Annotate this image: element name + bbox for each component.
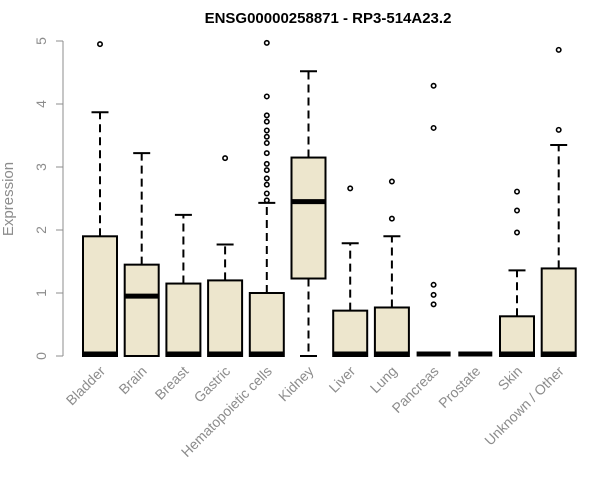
box-group: [499, 188, 535, 357]
box-group: [82, 41, 118, 357]
y-axis-label: Expression: [0, 162, 17, 236]
box: [165, 282, 202, 357]
outlier-point: [263, 175, 270, 182]
y-tick-label: 0: [33, 352, 49, 360]
outlier-point: [222, 155, 229, 162]
outlier-point: [430, 281, 437, 288]
outlier-point: [388, 215, 395, 222]
box-group: [332, 185, 369, 358]
outlier-point: [263, 93, 270, 100]
y-tick-label: 4: [33, 100, 49, 108]
outlier-point: [97, 41, 104, 48]
y-tick-label: 3: [33, 163, 49, 171]
outlier-point: [430, 124, 437, 131]
box: [499, 315, 535, 357]
box-group: [165, 213, 202, 357]
box: [332, 309, 369, 358]
y-tick-label: 5: [33, 37, 49, 45]
box: [540, 267, 577, 357]
outlier-point: [263, 39, 270, 46]
x-tick-label: Skin: [495, 363, 526, 394]
box: [290, 156, 327, 280]
outlier-point: [513, 188, 520, 195]
x-tick-label: Liver: [326, 363, 359, 396]
outlier-point: [430, 82, 437, 89]
x-tick-label: Brain: [115, 363, 149, 397]
outlier-point: [513, 229, 520, 236]
x-tick-label: Unknown / Other: [481, 363, 567, 449]
outlier-point: [430, 301, 437, 308]
box-group: [540, 46, 577, 357]
x-tick-label: Bladder: [63, 363, 109, 409]
outlier-point: [430, 291, 437, 298]
chart-title: ENSG00000258871 - RP3-514A23.2: [205, 10, 452, 27]
outlier-point: [263, 112, 270, 119]
box-series: [82, 39, 577, 358]
outlier-point: [263, 190, 270, 197]
x-tick-label: Breast: [152, 363, 192, 403]
y-tick-label: 2: [33, 226, 49, 234]
x-tick-label: Prostate: [435, 363, 483, 411]
outlier-point: [263, 160, 270, 167]
outlier-point: [263, 197, 270, 204]
box: [373, 306, 410, 357]
box: [207, 279, 244, 357]
x-tick-label: Lung: [367, 363, 400, 396]
outlier-point: [263, 181, 270, 188]
box-group: [373, 178, 410, 357]
outlier-point: [388, 178, 395, 185]
y-axis-ticks: 0 1 2 3 4 5: [33, 37, 63, 360]
outlier-point: [263, 167, 270, 174]
y-tick-label: 1: [33, 289, 49, 297]
box-group: [207, 155, 244, 357]
outlier-point: [263, 133, 270, 140]
outlier-point: [555, 126, 562, 133]
outlier-point: [347, 185, 354, 192]
box: [82, 235, 118, 357]
outlier-point: [513, 207, 520, 214]
box-group: [248, 39, 285, 357]
box: [248, 292, 285, 357]
box-group: [416, 82, 451, 357]
box-group: [290, 70, 327, 357]
outlier-point: [555, 46, 562, 53]
box: [123, 263, 160, 357]
outlier-point: [263, 127, 270, 134]
box-group: [123, 152, 160, 357]
x-tick-label: Kidney: [275, 363, 317, 405]
outlier-point: [263, 118, 270, 125]
outlier-point: [263, 140, 270, 147]
outlier-point: [263, 150, 270, 157]
